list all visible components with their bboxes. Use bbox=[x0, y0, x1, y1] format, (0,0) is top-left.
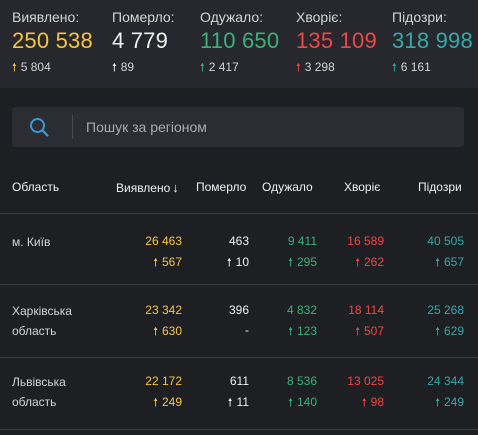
cell-recovered: 4 832 🠕 123 bbox=[237, 303, 317, 342]
cell-suspected: 24 344 🠕 249 bbox=[384, 374, 464, 413]
cell-suspected: 25 268 🠕 629 bbox=[384, 303, 464, 342]
cell-recovered: 8 536 🠕 140 bbox=[237, 374, 317, 413]
stat-value: 135 109 bbox=[296, 28, 377, 53]
divider bbox=[0, 213, 478, 214]
arrow-up-icon: 🠕 bbox=[435, 326, 440, 338]
stat-delta: 🠕 6 161 bbox=[392, 59, 473, 78]
summary-panel: Виявлено: 250 538 🠕 5 804 Померло: 4 779 … bbox=[0, 0, 478, 88]
column-header-detected[interactable]: Виявлено ↓ bbox=[116, 180, 179, 195]
arrow-up-icon: 🠕 bbox=[355, 257, 360, 269]
stat-label: Померло: bbox=[112, 9, 175, 25]
arrow-up-icon: 🠕 bbox=[153, 397, 158, 409]
stat-delta: 🠕 3 298 bbox=[296, 59, 377, 78]
cell-suspected: 40 505 🠕 657 bbox=[384, 234, 464, 273]
arrow-up-icon: 🠕 bbox=[361, 397, 367, 409]
cell-deaths: 611 🠕 11 bbox=[169, 374, 249, 413]
arrow-up-icon: 🠕 bbox=[392, 62, 397, 74]
stat-value: 318 998 bbox=[392, 28, 473, 53]
region-name[interactable]: м. Київ bbox=[12, 235, 51, 249]
stat-delta: 🠕 5 804 bbox=[12, 59, 93, 78]
stat-label: Підозри: bbox=[392, 9, 447, 25]
cell-sick: 13 025 🠕 98 bbox=[304, 374, 384, 413]
arrow-up-icon: 🠕 bbox=[435, 257, 440, 269]
stat-value: 4 779 bbox=[112, 28, 169, 53]
cell-sick: 16 589 🠕 262 bbox=[304, 234, 384, 273]
search-placeholder[interactable]: Пошук за регіоном bbox=[86, 119, 207, 135]
cell-sick: 18 114 🠕 507 bbox=[304, 303, 384, 342]
arrow-up-icon: 🠕 bbox=[288, 397, 293, 409]
arrow-up-icon: 🠕 bbox=[200, 62, 205, 74]
column-header-region[interactable]: Область bbox=[12, 180, 60, 194]
arrow-up-icon: 🠕 bbox=[112, 62, 117, 74]
arrow-up-icon: 🠕 bbox=[226, 257, 232, 269]
stat-delta: 🠕 2 417 bbox=[200, 59, 279, 78]
column-header-deaths[interactable]: Померло bbox=[196, 180, 247, 194]
column-header-recovered[interactable]: Одужало bbox=[262, 180, 313, 194]
stat-deaths: Померло: 4 779 🠕 89 bbox=[112, 9, 175, 78]
stat-label: Хворіє: bbox=[296, 9, 343, 25]
stat-delta: 🠕 89 bbox=[112, 59, 175, 78]
arrow-up-icon: 🠕 bbox=[435, 397, 440, 409]
region-name[interactable]: Харківська область bbox=[12, 304, 72, 338]
arrow-up-icon: 🠕 bbox=[227, 397, 233, 409]
arrow-up-icon: 🠕 bbox=[153, 257, 158, 269]
arrow-up-icon: 🠕 bbox=[296, 62, 301, 74]
arrow-up-icon: 🠕 bbox=[153, 326, 158, 338]
stat-recovered: Одужало: 110 650 🠕 2 417 bbox=[200, 9, 279, 78]
arrow-up-icon: 🠕 bbox=[12, 62, 17, 74]
search-divider bbox=[72, 115, 73, 139]
divider bbox=[0, 429, 478, 430]
column-header-sick[interactable]: Хворіє bbox=[344, 180, 381, 194]
search-input[interactable]: Пошук за регіоном bbox=[12, 107, 464, 147]
arrow-up-icon: 🠕 bbox=[288, 326, 293, 338]
cell-detected: 22 172 🠕 249 bbox=[102, 374, 182, 413]
cell-deaths: 396 - bbox=[228, 303, 249, 337]
cell-detected: 23 342 🠕 630 bbox=[102, 303, 182, 342]
divider bbox=[0, 284, 478, 285]
region-name[interactable]: Львівська область bbox=[12, 375, 66, 409]
sort-down-icon: ↓ bbox=[172, 180, 179, 195]
arrow-up-icon: 🠕 bbox=[288, 257, 293, 269]
divider bbox=[0, 357, 478, 358]
stat-detected: Виявлено: 250 538 🠕 5 804 bbox=[12, 9, 93, 78]
cell-deaths: 463 🠕 10 bbox=[169, 234, 249, 273]
cell-detected: 26 463 🠕 567 bbox=[102, 234, 182, 273]
stat-sick: Хворіє: 135 109 🠕 3 298 bbox=[296, 9, 377, 78]
stat-label: Виявлено: bbox=[12, 9, 80, 25]
stat-value: 250 538 bbox=[12, 28, 93, 53]
stat-label: Одужало: bbox=[200, 9, 264, 25]
column-header-suspected[interactable]: Підозри bbox=[418, 180, 462, 194]
arrow-up-icon: 🠕 bbox=[355, 326, 360, 338]
stat-value: 110 650 bbox=[200, 28, 280, 53]
search-icon[interactable] bbox=[28, 116, 50, 138]
stat-suspected: Підозри: 318 998 🠕 6 161 bbox=[392, 9, 473, 78]
cell-recovered: 9 411 🠕 295 bbox=[237, 234, 317, 273]
